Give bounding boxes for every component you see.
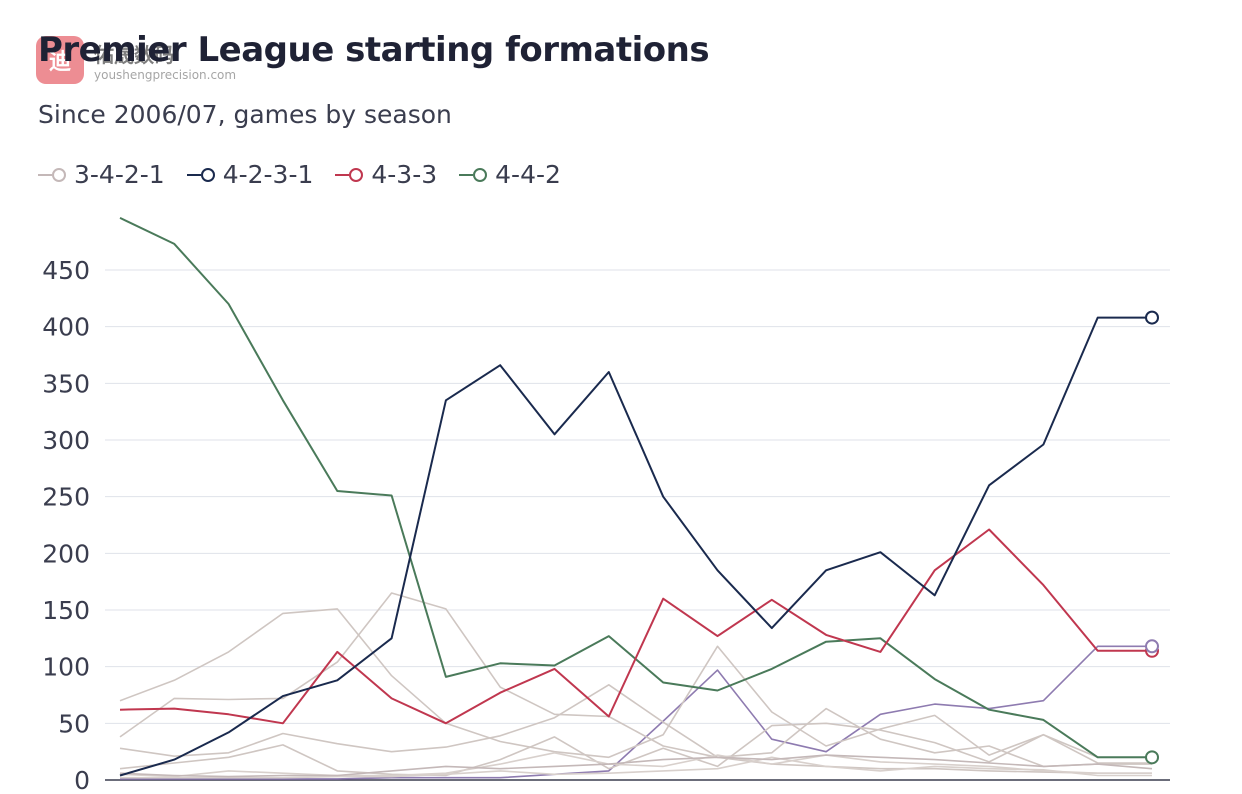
y-tick-label: 50: [58, 709, 90, 738]
watermark-text: 佑晟数码 youshengprecision.com: [94, 39, 236, 82]
end-marker-4-4-2: [1145, 750, 1159, 765]
legend-item-3-4-2-1: 3-4-2-1: [38, 160, 165, 189]
series-line-other-7: [120, 756, 1152, 779]
y-tick-label: 150: [42, 596, 90, 625]
watermark-name: 佑晟数码: [94, 42, 174, 67]
legend-swatch-4-4-2: [459, 167, 488, 182]
y-tick-label: 0: [74, 766, 90, 794]
chart-title: Premier League starting formations: [38, 30, 710, 70]
legend-swatch-3-4-2-1: [38, 167, 66, 182]
y-tick-label: 300: [42, 426, 90, 455]
series-line-4-2-3-1: [119, 316, 1152, 777]
end-marker-4-2-3-1: [1145, 310, 1159, 325]
legend-swatch-4-2-3-1: [186, 167, 215, 182]
series-line-4-3-3: [119, 528, 1152, 725]
watermark-url: youshengprecision.com: [94, 67, 237, 82]
legend-label: 3-4-2-1: [74, 160, 165, 189]
legend-item-4-3-3: 4-3-3: [335, 160, 437, 189]
watermark-logo: 迪: [36, 36, 84, 84]
legend-swatch-4-3-3: [335, 167, 364, 182]
legend-label: 4-2-3-1: [222, 160, 314, 189]
legend-label: 4-3-3: [371, 160, 438, 189]
y-tick-label: 350: [42, 369, 90, 398]
legend-item-4-4-2: 4-4-2: [459, 160, 561, 189]
watermark: 迪 佑晟数码 youshengprecision.com: [36, 36, 236, 84]
chart-subtitle: Since 2006/07, games by season: [38, 100, 452, 129]
series-line-other-3: [119, 592, 1152, 774]
y-tick-label: 200: [42, 539, 90, 568]
series-line-other-2: [119, 608, 1152, 764]
series-line-4-4-2: [119, 216, 1152, 759]
series-line-3-4-2-1: [119, 754, 1153, 778]
legend-label: 4-4-2: [495, 160, 561, 189]
series-line-other-5: [119, 722, 1152, 777]
y-tick-label: 250: [42, 483, 90, 512]
y-tick-label: 100: [42, 653, 90, 682]
y-tick-label: 450: [42, 256, 90, 285]
legend-item-4-2-3-1: 4-2-3-1: [186, 160, 314, 189]
series-line-other-6: [119, 752, 1152, 778]
y-tick-label: 400: [42, 313, 90, 342]
series-line-other-4: [119, 684, 1152, 768]
end-marker-other: [1145, 639, 1159, 654]
legend: 3-4-2-1 4-2-3-1 4-3-3 4-4-2: [38, 160, 561, 189]
